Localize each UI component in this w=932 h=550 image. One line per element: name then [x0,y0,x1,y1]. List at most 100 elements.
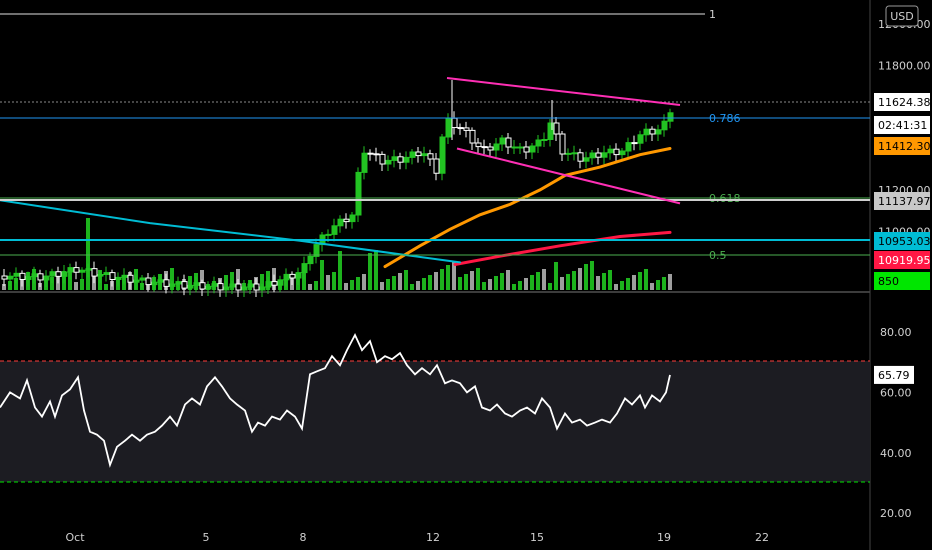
candle-body [229,283,236,288]
price-tag-box [874,93,930,111]
volume-bar [326,275,330,290]
volume-bar [542,269,546,290]
volume-bar [632,275,636,290]
candle-body [493,143,500,151]
volume-bar [392,276,396,290]
candle-body [595,152,602,158]
candle-body [559,133,566,155]
candle-body [121,274,128,278]
rsi-path [0,332,671,468]
candle-body [91,268,98,277]
candle-body [205,285,212,290]
candle-body [475,142,482,148]
rsi-y-tick-label: 20.00 [880,507,912,520]
candle-body [277,279,284,286]
volume-bar [554,262,558,290]
price-tag-box [874,116,930,134]
volume-bar [260,274,264,290]
volume-bar [656,280,660,290]
candle-body [157,279,164,283]
volume-bar [14,278,18,290]
candle-body [217,283,224,291]
price-tag-label: 11137.97 [878,195,931,208]
candle-body [355,171,362,216]
candle-body [643,128,650,136]
price-tag-label: 850 [878,275,899,288]
fib-label: 0.618 [709,192,741,205]
candle-body [415,151,422,157]
candle-body [619,150,626,156]
candle-body [43,275,50,281]
candle-body [481,146,488,149]
volume-bar [548,283,552,290]
candle-body [361,152,368,173]
candle-body [61,271,68,277]
candle-body [169,283,176,287]
candle-body [439,136,446,174]
volume-bar [482,282,486,290]
volume-bar [476,268,480,290]
currency-box[interactable] [885,5,919,27]
candle-body [13,272,20,277]
candle-body [343,218,350,223]
volume-bar [608,270,612,290]
candle-body [499,137,506,145]
x-tick-label: 5 [203,531,210,544]
moving-averages [0,147,672,269]
volume-bar [68,268,72,290]
volume-bar [416,281,420,290]
price-tag-box [874,137,930,155]
price-tag-box [874,232,930,250]
volume-bar [368,253,372,290]
volume-bar [614,284,618,290]
price-tag-box [874,251,930,269]
y-tick-label: 11800.00 [878,60,931,73]
volume-bar [344,283,348,290]
horizontal-levels [0,199,870,241]
price-tags: 11624.38 02:41:31 11412.30 11137.97 10953.03… [874,93,931,384]
candle-body [163,279,170,287]
candle-body [31,273,38,278]
volume-bar [2,284,6,290]
volume-bar [644,269,648,290]
x-tick-label: 15 [530,531,544,544]
volume-bar [470,271,474,290]
candle-body [49,271,56,277]
x-tick-label: 12 [426,531,440,544]
x-tick-label: Oct [65,531,85,544]
candle-body [139,277,146,281]
volume-bar [590,261,594,290]
candle-body [523,146,530,153]
candle-body [25,276,32,280]
volume-bar [404,270,408,290]
volume-bar [74,282,78,290]
volume-bar [308,284,312,290]
candle-body [397,156,404,163]
volume-bar [398,273,402,290]
candle-body [265,281,272,288]
candle-body [337,218,344,227]
candle-body [427,153,434,160]
price-tag-label: 11624.38 [878,96,931,109]
candle-body [271,281,278,286]
volume-bar [86,218,90,290]
candle-body [487,146,494,151]
price-tag-label: 10919.95 [878,254,931,267]
volume-bar [50,277,54,290]
candle-body [547,122,554,140]
candle-body [535,139,542,147]
candle-body [469,129,476,144]
price-tag-label: 10953.03 [878,235,931,248]
volume-bar [626,278,630,290]
candle-body [607,148,614,154]
volume-bar [578,268,582,290]
candle-body [625,142,632,152]
candle-body [367,152,374,155]
candle-body [349,214,356,223]
candle-body [223,286,230,291]
rsi-tag-label: 65.79 [878,369,910,382]
candle-body [211,283,218,287]
candle-body [463,127,470,131]
volume-bar [596,276,600,290]
